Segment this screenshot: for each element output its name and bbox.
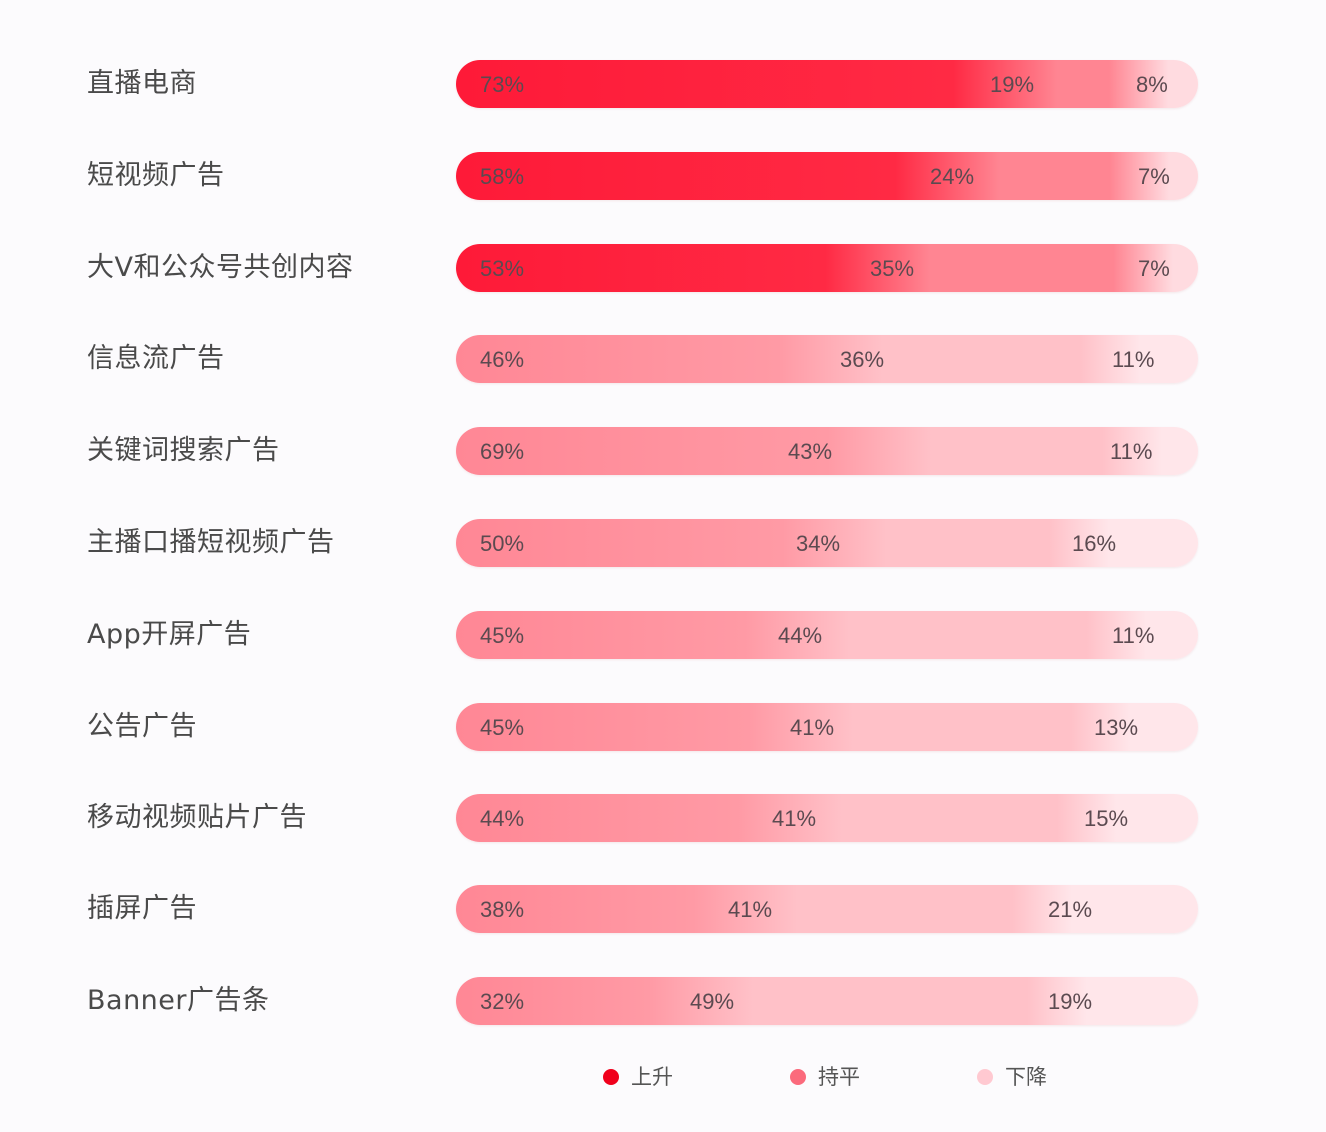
value-label-rise: 32% [480,989,525,1014]
chart-row: 大V和公众号共创内容 53% 35% 7% [0,244,1326,292]
value-label-flat: 24% [930,164,975,189]
value-label-rise: 58% [480,164,525,189]
stacked-bar [456,977,1198,1025]
value-label-rise: 46% [480,347,525,372]
value-label-decline: 11% [1112,347,1155,372]
value-label-decline: 11% [1110,439,1153,464]
chart-row: 关键词搜索广告 69% 43% 11% [0,427,1326,475]
value-label-flat: 34% [796,531,841,556]
value-label-decline: 7% [1138,256,1170,281]
category-label: 直播电商 [87,68,197,99]
category-label: 公告广告 [87,711,197,742]
stacked-bar [456,794,1198,842]
value-label-flat: 35% [870,256,915,281]
category-label: 插屏广告 [87,893,197,924]
value-label-flat: 19% [990,72,1035,97]
chart-legend: 上升 持平 下降 [0,1062,1326,1092]
value-label-decline: 8% [1136,72,1168,97]
chart-row: App开屏广告 45% 44% 11% [0,611,1326,659]
chart-row: 直播电商 73% 19% 8% [0,60,1326,108]
value-label-flat: 43% [788,439,833,464]
legend-label: 下降 [1005,1065,1047,1089]
value-label-rise: 73% [480,72,525,97]
value-label-rise: 38% [480,897,525,922]
chart-row: 插屏广告 38% 41% 21% [0,885,1326,933]
value-label-decline: 19% [1048,989,1093,1014]
category-label: App开屏广告 [87,619,252,650]
value-label-decline: 11% [1112,623,1155,648]
value-label-rise: 45% [480,623,525,648]
category-label: 信息流广告 [87,343,225,374]
category-label: Banner广告条 [87,985,270,1016]
stacked-bar [456,611,1198,659]
category-label: 主播口播短视频广告 [87,527,335,558]
stacked-bar [456,427,1198,475]
stacked-bar [456,703,1198,751]
value-label-flat: 36% [840,347,885,372]
stacked-bar [456,335,1198,383]
category-label: 大V和公众号共创内容 [87,252,354,283]
stacked-bar [456,152,1198,200]
stacked-bar [456,60,1198,108]
legend-label: 持平 [818,1065,860,1089]
chart-row: 短视频广告 58% 24% 7% [0,152,1326,200]
chart-row: 移动视频贴片广告 44% 41% 15% [0,794,1326,842]
category-label: 短视频广告 [87,160,225,191]
chart-row: 公告广告 45% 41% 13% [0,703,1326,751]
value-label-decline: 15% [1084,806,1129,831]
value-label-decline: 7% [1138,164,1170,189]
chart-row: 信息流广告 46% 36% 11% [0,335,1326,383]
value-label-flat: 49% [690,989,735,1014]
value-label-decline: 13% [1094,715,1139,740]
value-label-flat: 41% [772,806,817,831]
stacked-bar [456,885,1198,933]
value-label-rise: 50% [480,531,525,556]
value-label-decline: 16% [1072,531,1117,556]
legend-dot-icon [603,1069,619,1085]
value-label-flat: 41% [790,715,835,740]
chart-row: 主播口播短视频广告 50% 34% 16% [0,519,1326,567]
chart-row: Banner广告条 32% 49% 19% [0,977,1326,1025]
legend-dot-icon [790,1069,806,1085]
category-label: 关键词搜索广告 [87,435,280,466]
value-label-rise: 44% [480,806,525,831]
legend-label: 上升 [631,1065,673,1089]
category-label: 移动视频贴片广告 [87,802,307,833]
value-label-flat: 41% [728,897,773,922]
value-label-decline: 21% [1048,897,1093,922]
stacked-bar [456,244,1198,292]
stacked-bar [456,519,1198,567]
value-label-rise: 69% [480,439,525,464]
value-label-rise: 53% [480,256,525,281]
value-label-rise: 45% [480,715,525,740]
legend-dot-icon [977,1069,993,1085]
value-label-flat: 44% [778,623,823,648]
